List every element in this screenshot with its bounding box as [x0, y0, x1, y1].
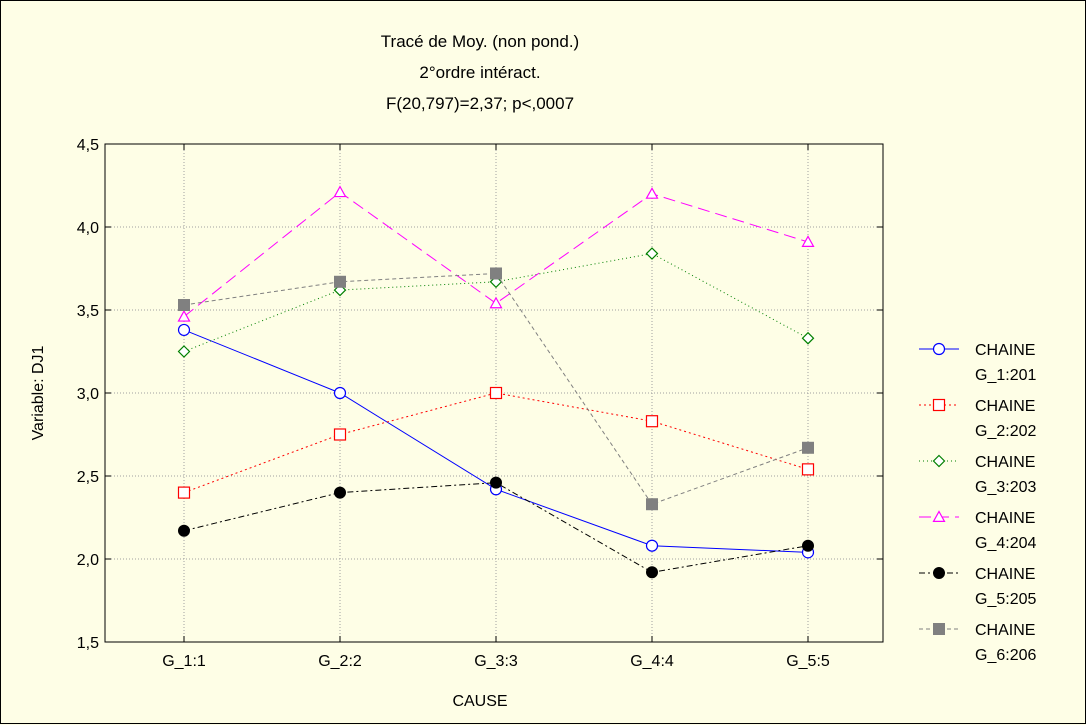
- x-tick-label: G_2:2: [318, 653, 362, 670]
- data-point-s1-4: [647, 540, 658, 551]
- x-tick-label: G_1:1: [162, 653, 206, 670]
- legend-label-3-line1: CHAINE: [975, 454, 1035, 471]
- legend-label-1-line1: CHAINE: [975, 342, 1035, 359]
- y-tick-label: 2,0: [77, 552, 99, 569]
- legend-label-4-line1: CHAINE: [975, 510, 1035, 527]
- data-point-s5-3: [491, 477, 502, 488]
- data-point-s6-4: [647, 499, 658, 510]
- data-point-s5-1: [179, 525, 190, 536]
- y-axis-label: Variable: DJ1: [30, 345, 47, 440]
- chart-subtitle: 2°ordre intéract.: [419, 63, 540, 82]
- data-point-s4-1: [179, 311, 190, 321]
- legend-label-4-line2: G_4:204: [975, 535, 1036, 552]
- legend-label-6-line1: CHAINE: [975, 622, 1035, 639]
- y-tick-label: 2,5: [77, 469, 99, 486]
- data-point-s3-4: [647, 248, 658, 259]
- data-point-s6-3: [491, 268, 502, 279]
- legend-label-6-line2: G_6:206: [975, 647, 1036, 664]
- x-tick-label: G_4:4: [630, 653, 674, 670]
- legend-label-5-line1: CHAINE: [975, 566, 1035, 583]
- data-point-s2-1: [179, 487, 190, 498]
- y-tick-label: 3,0: [77, 386, 99, 403]
- data-point-s4-2: [335, 187, 346, 197]
- data-point-s3-1: [179, 346, 190, 357]
- data-point-s5-4: [647, 567, 658, 578]
- data-point-s2-2: [335, 429, 346, 440]
- x-tick-label: G_3:3: [474, 653, 518, 670]
- legend-label-5-line2: G_5:205: [975, 591, 1036, 608]
- data-point-s4-5: [803, 236, 814, 246]
- legend-marker-6: [934, 624, 945, 635]
- data-point-s2-5: [803, 464, 814, 475]
- data-point-s1-2: [335, 388, 346, 399]
- y-tick-label: 1,5: [77, 635, 99, 652]
- legend-marker-5: [934, 568, 945, 579]
- y-tick-label: 4,5: [77, 137, 99, 154]
- legend-label-2-line2: G_2:202: [975, 423, 1036, 440]
- data-point-s1-1: [179, 324, 190, 335]
- plot-area: 1,5 2,0 2,5 3,0 3,5 4,0 4,5 G_1:1 G_2:2 G_3:3 G_4:…: [77, 137, 883, 670]
- data-point-s6-5: [803, 442, 814, 453]
- data-point-s4-4: [647, 188, 658, 198]
- data-point-s5-5: [803, 540, 814, 551]
- chart-title: Tracé de Moy. (non pond.): [381, 32, 579, 51]
- data-point-s6-2: [335, 276, 346, 287]
- legend-label-3-line2: G_3:203: [975, 479, 1036, 496]
- y-tick-label: 4,0: [77, 220, 99, 237]
- x-tick-label: G_5:5: [786, 653, 830, 670]
- legend-marker-2: [934, 400, 945, 411]
- legend-label-1-line2: G_1:201: [975, 367, 1036, 384]
- data-point-s3-5: [803, 333, 814, 344]
- data-point-s2-3: [491, 388, 502, 399]
- legend: CHAINE G_1:201 CHAINE G_2:202 CHAINE G_3:203 C…: [919, 342, 1036, 664]
- legend-marker-3: [934, 456, 945, 467]
- data-point-s5-2: [335, 487, 346, 498]
- legend-marker-4: [934, 512, 945, 522]
- y-tick-label: 3,5: [77, 303, 99, 320]
- x-axis-label: CAUSE: [452, 693, 507, 710]
- data-point-s2-4: [647, 416, 658, 427]
- chart-stats: F(20,797)=2,37; p<,0007: [386, 94, 574, 113]
- legend-marker-1: [934, 344, 945, 355]
- legend-label-2-line1: CHAINE: [975, 398, 1035, 415]
- data-point-s6-1: [179, 300, 190, 311]
- data-point-s4-3: [491, 298, 502, 308]
